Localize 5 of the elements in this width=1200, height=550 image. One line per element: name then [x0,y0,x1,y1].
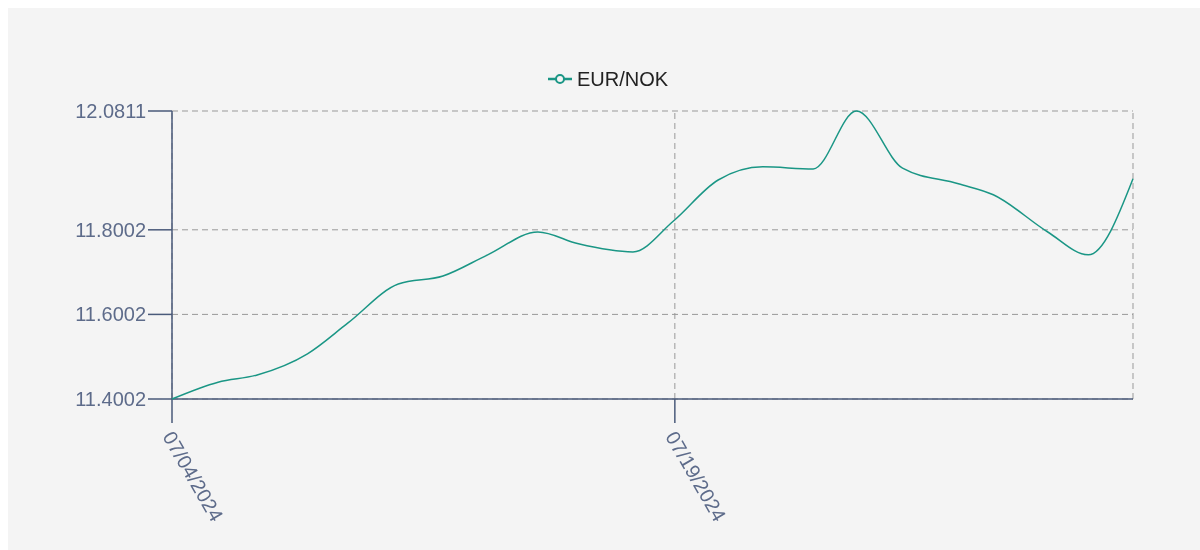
y-tick-label: 11.8002 [75,218,146,241]
y-tick-label: 12.0811 [75,100,146,122]
y-tick-label: 11.4002 [75,388,146,410]
y-tick-label: 11.6002 [75,303,146,326]
legend-label: EUR/NOK [577,68,669,90]
